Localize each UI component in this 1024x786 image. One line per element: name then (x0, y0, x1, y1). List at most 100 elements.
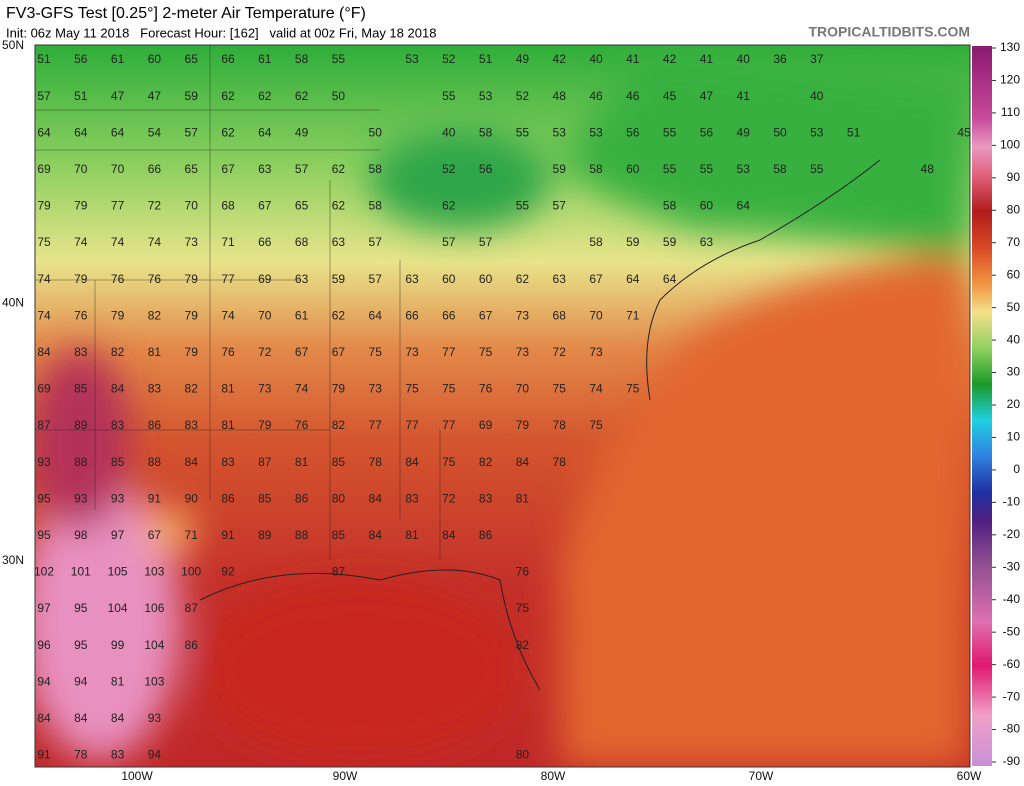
station-temp: 55 (700, 162, 714, 176)
station-temp: 55 (516, 125, 530, 139)
station-temp: 64 (626, 272, 640, 286)
map-frame (34, 44, 971, 768)
station-temp: 62 (332, 199, 346, 213)
station-temp: 74 (37, 272, 51, 286)
station-temp: 73 (258, 382, 272, 396)
station-temp: 88 (295, 528, 309, 542)
station-temp: 73 (516, 345, 530, 359)
station-temp: 94 (74, 674, 88, 688)
station-temp: 54 (148, 125, 162, 139)
station-temp: 75 (37, 235, 51, 249)
station-temp: 64 (37, 125, 51, 139)
station-temp: 53 (810, 125, 824, 139)
station-temp: 84 (111, 711, 125, 725)
station-temp: 78 (553, 418, 567, 432)
station-temp: 63 (553, 272, 567, 286)
lon-label: 80W (541, 769, 566, 783)
station-temp: 82 (332, 418, 346, 432)
station-temp: 66 (405, 308, 419, 322)
station-temp: 81 (295, 455, 309, 469)
colorbar-label: -60 (1003, 657, 1021, 671)
station-temp: 95 (74, 638, 88, 652)
station-temp: 82 (185, 382, 199, 396)
station-temp: 70 (111, 162, 125, 176)
station-temp: 55 (442, 89, 456, 103)
station-temp: 76 (74, 308, 88, 322)
station-temp: 51 (37, 52, 51, 66)
station-temp: 71 (626, 308, 640, 322)
station-temp: 73 (369, 382, 383, 396)
station-temp: 77 (405, 418, 419, 432)
station-temp: 65 (185, 162, 199, 176)
station-temp: 72 (442, 491, 456, 505)
station-temp: 84 (369, 528, 383, 542)
station-temp: 74 (148, 235, 162, 249)
station-temp: 51 (74, 89, 88, 103)
lat-label: 50N (2, 38, 24, 52)
station-temp: 75 (369, 345, 383, 359)
station-temp: 63 (332, 235, 346, 249)
station-temp: 57 (37, 89, 51, 103)
station-temp: 57 (185, 125, 199, 139)
station-temp: 73 (589, 345, 603, 359)
colorbar-label: -90 (1003, 754, 1021, 768)
station-temp: 59 (626, 235, 640, 249)
station-temp: 75 (626, 382, 640, 396)
station-temp: 64 (737, 199, 751, 213)
station-temp: 58 (663, 199, 677, 213)
station-temp: 76 (516, 565, 530, 579)
station-temp: 85 (332, 528, 346, 542)
colorbar-label: -80 (1003, 722, 1021, 736)
station-temp: 86 (295, 491, 309, 505)
station-temp: 103 (144, 674, 164, 688)
station-temp: 84 (516, 455, 530, 469)
station-temp: 86 (479, 528, 493, 542)
station-temp: 77 (111, 199, 125, 213)
station-temp: 60 (479, 272, 493, 286)
station-temp: 57 (442, 235, 456, 249)
station-temp: 51 (479, 52, 493, 66)
station-temp: 59 (663, 235, 677, 249)
station-temp: 93 (74, 491, 88, 505)
station-temp: 46 (626, 89, 640, 103)
station-temp: 36 (773, 52, 787, 66)
station-temp: 60 (700, 199, 714, 213)
station-temp: 87 (37, 418, 51, 432)
station-temp: 74 (221, 308, 235, 322)
station-temp: 52 (442, 52, 456, 66)
station-temp: 70 (516, 382, 530, 396)
station-temp: 41 (737, 89, 751, 103)
station-temp: 74 (37, 308, 51, 322)
station-temp: 68 (221, 199, 235, 213)
colorbar-label: 0 (1013, 462, 1020, 476)
station-temp: 104 (108, 601, 128, 615)
station-temp: 59 (185, 89, 199, 103)
station-temp: 67 (479, 308, 493, 322)
station-temp: 88 (74, 455, 88, 469)
colorbar-label: -50 (1003, 624, 1021, 638)
station-temp: 82 (516, 638, 530, 652)
station-temp: 56 (479, 162, 493, 176)
colorbar-label: 100 (1000, 138, 1020, 152)
station-temp: 77 (442, 345, 456, 359)
station-temp: 55 (810, 162, 824, 176)
station-temp: 55 (663, 125, 677, 139)
station-temp: 53 (589, 125, 603, 139)
station-temp: 49 (295, 125, 309, 139)
station-temp: 78 (369, 455, 383, 469)
station-temp: 62 (258, 89, 272, 103)
station-temp: 58 (369, 162, 383, 176)
station-temp: 79 (185, 345, 199, 359)
station-temp: 77 (442, 418, 456, 432)
colorbar-label: 10 (1007, 430, 1021, 444)
station-temp: 83 (405, 491, 419, 505)
station-temp: 85 (111, 455, 125, 469)
station-temp: 57 (369, 235, 383, 249)
station-temp: 82 (111, 345, 125, 359)
station-temp: 102 (34, 565, 54, 579)
station-temp: 63 (295, 272, 309, 286)
station-temp: 86 (185, 638, 199, 652)
station-temp: 62 (332, 308, 346, 322)
station-temp: 79 (516, 418, 530, 432)
station-temp: 84 (37, 345, 51, 359)
